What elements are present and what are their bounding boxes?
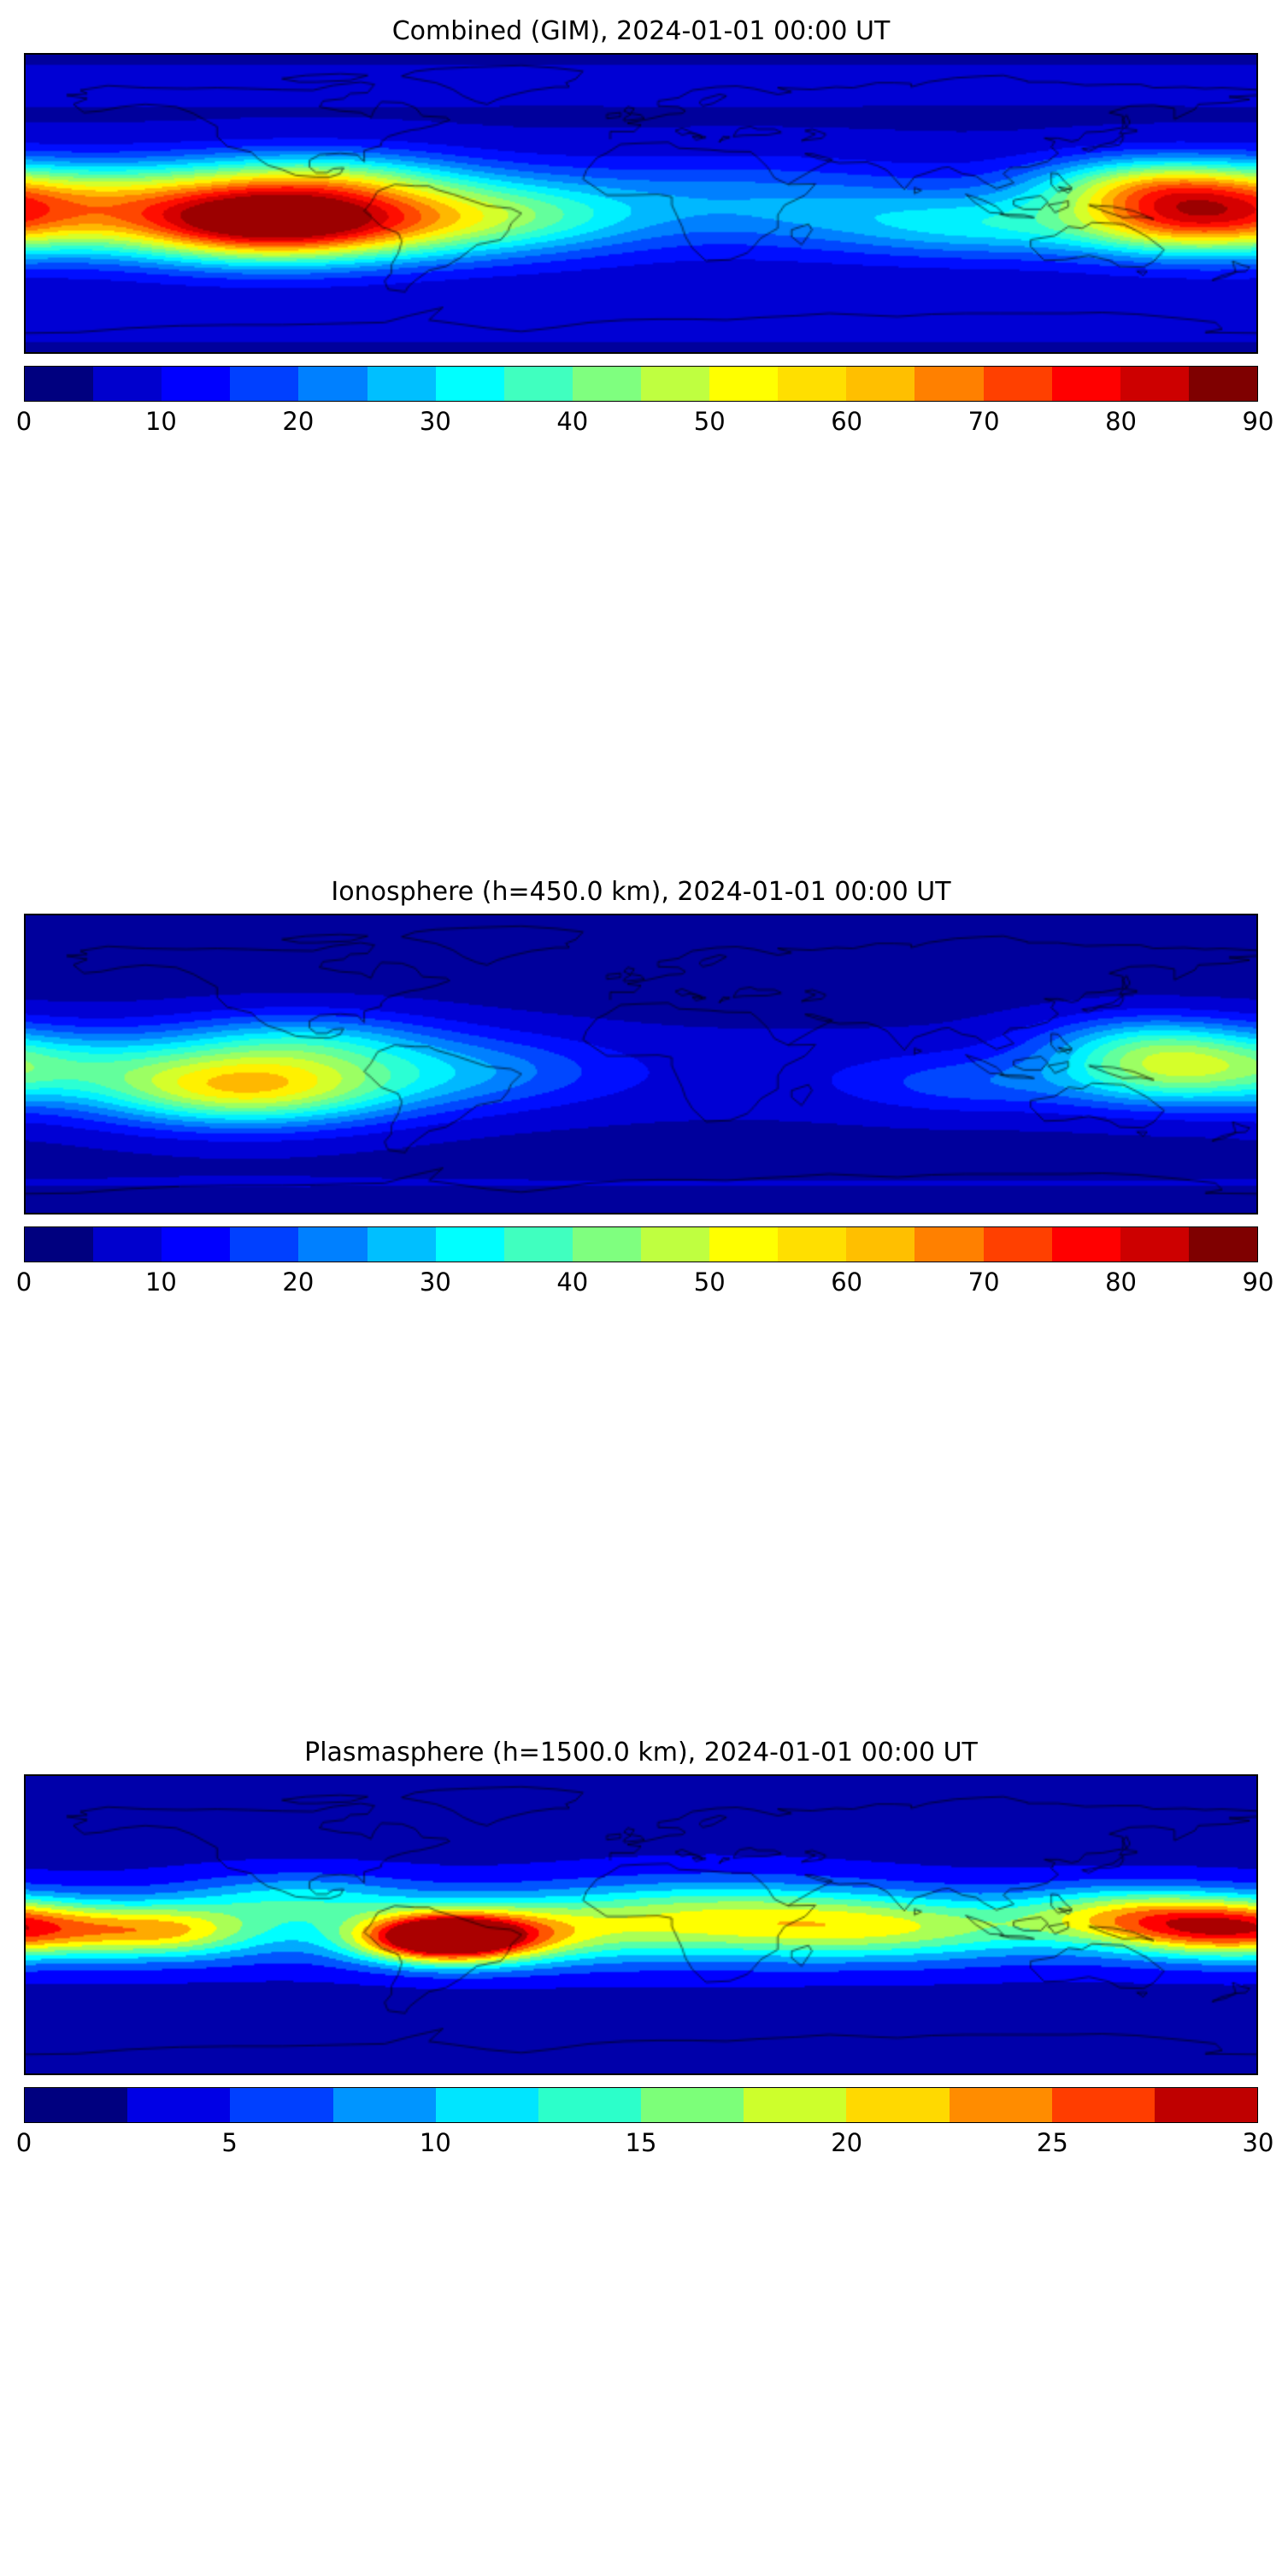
map-combined bbox=[24, 53, 1258, 354]
colorbar-tick-label: 40 bbox=[556, 407, 589, 436]
colorbar-cell bbox=[332, 2088, 436, 2122]
colorbar-combined: 0 10 20 30 40 50 60 70 80 90 bbox=[16, 366, 1273, 436]
colorbar-strip-ionosphere bbox=[24, 1226, 1258, 1262]
colorbar-cell bbox=[298, 1227, 368, 1262]
colorbar-cell bbox=[846, 2088, 950, 2122]
colorbar-cell bbox=[230, 1227, 299, 1262]
colorbar-cell bbox=[538, 2088, 642, 2122]
colorbar-ionosphere: 0 10 20 30 40 50 60 70 80 90 bbox=[16, 1226, 1273, 1297]
colorbar-tick-label: 10 bbox=[419, 2128, 451, 2157]
colorbar-tick-label: 70 bbox=[967, 1267, 1000, 1297]
colorbar-tick-label: 80 bbox=[1105, 407, 1137, 436]
colorbar-cell bbox=[503, 1227, 573, 1262]
colorbar-cell bbox=[435, 367, 504, 401]
colorbar-cell bbox=[1188, 1227, 1257, 1262]
colorbar-tick-label: 30 bbox=[1242, 2128, 1274, 2157]
panel-title-plasmasphere: Plasmasphere (h=1500.0 km), 2024-01-01 0… bbox=[304, 1738, 978, 1767]
colorbar-cell bbox=[1051, 2088, 1155, 2122]
map-canvas-combined bbox=[26, 55, 1256, 352]
colorbar-strip-combined bbox=[24, 366, 1258, 402]
colorbar-tick-label: 20 bbox=[282, 1267, 315, 1297]
colorbar-cell bbox=[25, 2088, 128, 2122]
colorbar-cell bbox=[298, 367, 368, 401]
colorbar-tick-label: 0 bbox=[15, 407, 32, 436]
colorbar-tick-label: 20 bbox=[831, 2128, 863, 2157]
colorbar-cell bbox=[778, 367, 847, 401]
colorbar-tick-label: 60 bbox=[831, 1267, 863, 1297]
colorbar-cell bbox=[572, 1227, 641, 1262]
colorbar-cell bbox=[127, 2088, 231, 2122]
colorbar-tick-label: 0 bbox=[15, 1267, 32, 1297]
colorbar-cell bbox=[25, 367, 94, 401]
colorbar-tick-label: 0 bbox=[15, 2128, 32, 2157]
colorbar-tick-label: 5 bbox=[221, 2128, 238, 2157]
colorbar-cell bbox=[1120, 367, 1189, 401]
map-canvas-plasmasphere bbox=[26, 1776, 1256, 2073]
colorbar-cell bbox=[162, 367, 231, 401]
colorbar-tick-label: 90 bbox=[1242, 1267, 1274, 1297]
colorbar-cell bbox=[640, 367, 710, 401]
colorbar-cell bbox=[949, 2088, 1052, 2122]
colorbar-tick-label: 30 bbox=[419, 407, 451, 436]
colorbar-tick-label: 50 bbox=[693, 1267, 726, 1297]
colorbar-cell bbox=[1154, 2088, 1258, 2122]
colorbar-cell bbox=[914, 1227, 984, 1262]
colorbar-tick-label: 10 bbox=[144, 1267, 177, 1297]
panel-plasmasphere: Plasmasphere (h=1500.0 km), 2024-01-01 0… bbox=[0, 1721, 1282, 2576]
colorbar-cell bbox=[503, 367, 573, 401]
colorbar-tick-label: 50 bbox=[693, 407, 726, 436]
colorbar-cell bbox=[640, 1227, 710, 1262]
colorbar-tick-label: 25 bbox=[1036, 2128, 1068, 2157]
colorbar-tick-label: 10 bbox=[144, 407, 177, 436]
colorbar-strip-plasmasphere bbox=[24, 2087, 1258, 2123]
colorbar-cell bbox=[983, 367, 1052, 401]
colorbar-cell bbox=[367, 1227, 436, 1262]
colorbar-ticklabels-plasmasphere: 0 5 10 15 20 25 30 bbox=[16, 2128, 1274, 2162]
panel-ionosphere: Ionosphere (h=450.0 km), 2024-01-01 00:0… bbox=[0, 861, 1282, 1715]
colorbar-cell bbox=[435, 1227, 504, 1262]
colorbar-cell bbox=[230, 367, 299, 401]
colorbar-tick-label: 30 bbox=[419, 1267, 451, 1297]
panel-combined: Combined (GIM), 2024-01-01 00:00 UT 0 10 2… bbox=[0, 0, 1282, 855]
colorbar-cell bbox=[1120, 1227, 1189, 1262]
colorbar-cell bbox=[367, 367, 436, 401]
colorbar-plasmasphere: 0 5 10 15 20 25 30 bbox=[16, 2087, 1273, 2157]
colorbar-cell bbox=[1188, 367, 1257, 401]
colorbar-cell bbox=[914, 367, 984, 401]
colorbar-ticklabels-combined: 0 10 20 30 40 50 60 70 80 90 bbox=[16, 407, 1274, 441]
colorbar-cell bbox=[709, 1227, 779, 1262]
colorbar-cell bbox=[846, 1227, 915, 1262]
colorbar-cell bbox=[230, 2088, 333, 2122]
colorbar-cell bbox=[709, 367, 779, 401]
colorbar-tick-label: 40 bbox=[556, 1267, 589, 1297]
map-ionosphere bbox=[24, 914, 1258, 1214]
colorbar-tick-label: 15 bbox=[625, 2128, 657, 2157]
colorbar-cell bbox=[93, 367, 162, 401]
colorbar-tick-label: 60 bbox=[831, 407, 863, 436]
colorbar-cell bbox=[744, 2088, 847, 2122]
colorbar-cell bbox=[1051, 367, 1120, 401]
colorbar-tick-label: 20 bbox=[282, 407, 315, 436]
colorbar-cell bbox=[93, 1227, 162, 1262]
panel-title-ionosphere: Ionosphere (h=450.0 km), 2024-01-01 00:0… bbox=[331, 877, 951, 907]
colorbar-cell bbox=[435, 2088, 538, 2122]
colorbar-tick-label: 70 bbox=[967, 407, 1000, 436]
colorbar-cell bbox=[641, 2088, 744, 2122]
colorbar-cell bbox=[1051, 1227, 1120, 1262]
colorbar-cell bbox=[983, 1227, 1052, 1262]
colorbar-tick-label: 90 bbox=[1242, 407, 1274, 436]
colorbar-cell bbox=[162, 1227, 231, 1262]
colorbar-cell bbox=[778, 1227, 847, 1262]
colorbar-cell bbox=[572, 367, 641, 401]
colorbar-ticklabels-ionosphere: 0 10 20 30 40 50 60 70 80 90 bbox=[16, 1267, 1274, 1302]
colorbar-tick-label: 80 bbox=[1105, 1267, 1137, 1297]
panel-title-combined: Combined (GIM), 2024-01-01 00:00 UT bbox=[391, 16, 891, 46]
colorbar-cell bbox=[846, 367, 915, 401]
map-plasmasphere bbox=[24, 1774, 1258, 2075]
map-canvas-ionosphere bbox=[26, 915, 1256, 1213]
colorbar-cell bbox=[25, 1227, 94, 1262]
